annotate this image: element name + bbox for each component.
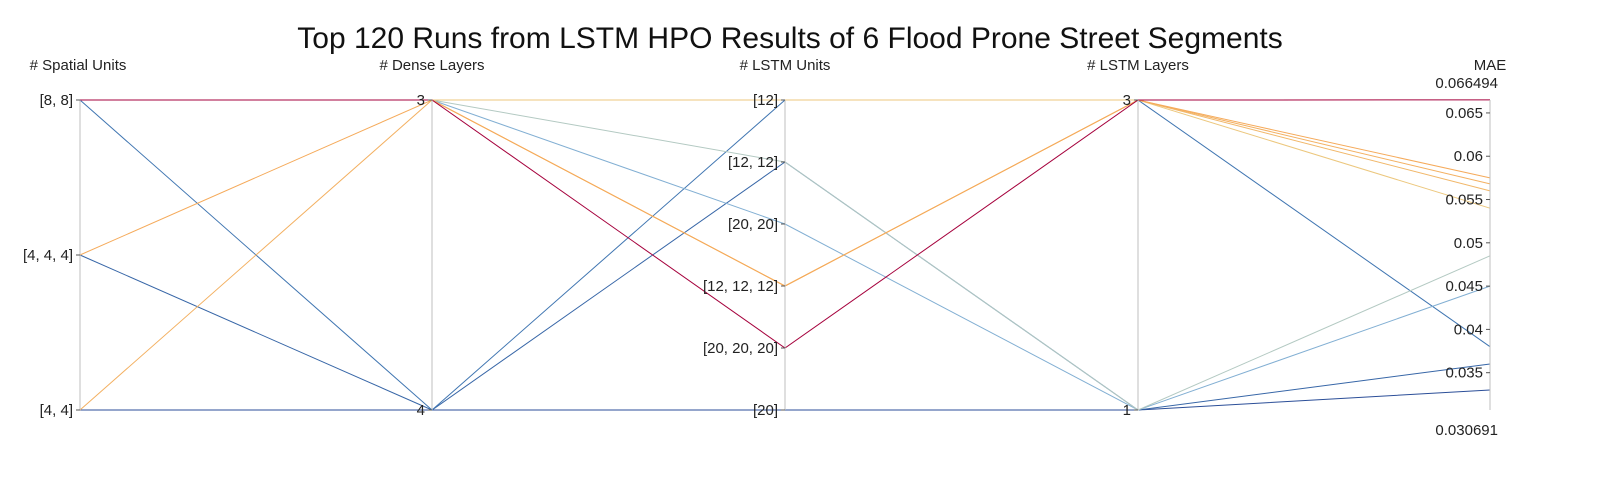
axis-4: # LSTM Layers 3 1: [1087, 57, 1189, 419]
axis-title: MAE: [1474, 57, 1507, 74]
tick-label: 0.055: [1445, 192, 1483, 209]
tick-label: 0.06: [1454, 148, 1483, 165]
tick-label: 0.05: [1454, 235, 1483, 252]
axes-layer: # Spatial Units [8, 8] [4, 4, 4] [4, 4] # De…: [23, 57, 1506, 439]
tick-label: [12, 12, 12]: [703, 278, 778, 295]
tick-label: 0.04: [1454, 321, 1483, 338]
axis-title: # LSTM Units: [740, 57, 831, 74]
axis-5: MAE 0.065 0.06 0.055 0.05 0.045 0.04 0.035 0.066…: [1435, 57, 1506, 439]
tick-label: [4, 4]: [40, 402, 73, 419]
range-min-label: 0.030691: [1435, 422, 1498, 439]
tick-label: 1: [1123, 402, 1131, 419]
chart-title: Top 120 Runs from LSTM HPO Results of 6 …: [297, 22, 1282, 55]
tick-label: 3: [1123, 92, 1131, 109]
axis-title: # Spatial Units: [30, 57, 127, 74]
axis-title: # Dense Layers: [379, 57, 484, 74]
tick-label: [4, 4, 4]: [23, 247, 73, 264]
tick-label: [12]: [753, 92, 778, 109]
tick-label: [20]: [753, 402, 778, 419]
axis-1: # Spatial Units [8, 8] [4, 4, 4] [4, 4]: [23, 57, 126, 419]
tick-label: 0.045: [1445, 278, 1483, 295]
axis-title: # LSTM Layers: [1087, 57, 1189, 74]
tick-label: [8, 8]: [40, 92, 73, 109]
tick-label: 3: [417, 92, 425, 109]
tick-label: 0.065: [1445, 105, 1483, 122]
tick-label: [20, 20]: [728, 216, 778, 233]
tick-label: [12, 12]: [728, 154, 778, 171]
axis-3: # LSTM Units [12] [12, 12] [20, 20] [12, 12,…: [703, 57, 830, 419]
axis-2: # Dense Layers 3 4: [379, 57, 484, 419]
tick-label: [20, 20, 20]: [703, 340, 778, 357]
range-max-label: 0.066494: [1435, 75, 1498, 92]
tick-label: 4: [417, 402, 425, 419]
tick-label: 0.035: [1445, 365, 1483, 382]
